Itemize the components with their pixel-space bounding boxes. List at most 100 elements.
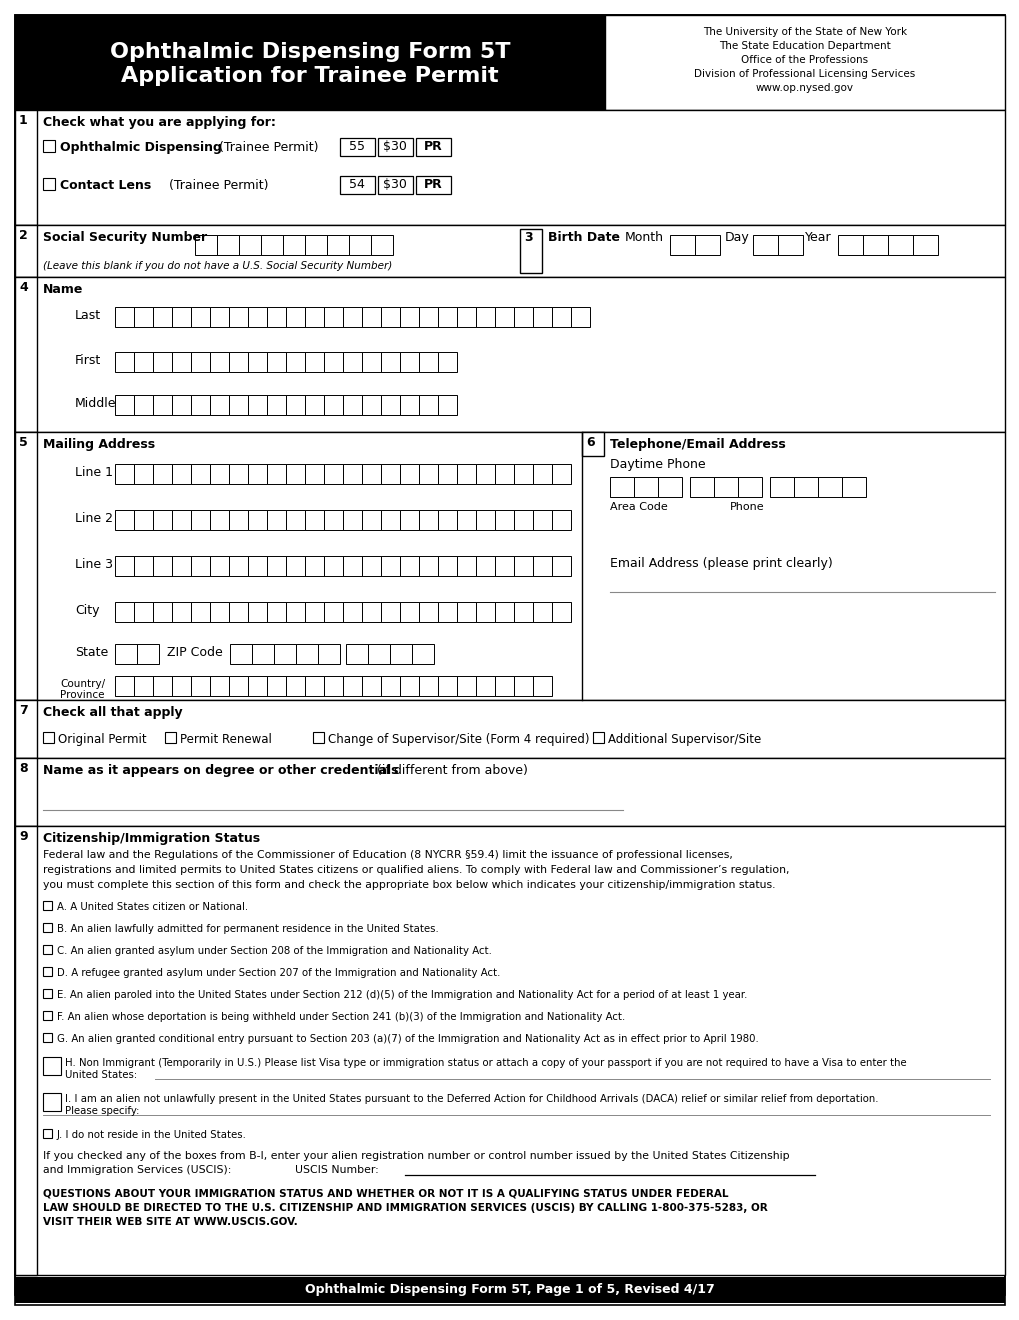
Text: 3: 3 xyxy=(524,231,532,244)
Bar xyxy=(285,676,305,696)
Bar xyxy=(533,308,551,327)
Bar xyxy=(362,676,381,696)
Bar xyxy=(533,510,551,531)
Bar xyxy=(15,432,37,700)
Bar xyxy=(457,676,476,696)
Bar xyxy=(342,352,362,372)
Bar xyxy=(210,395,229,414)
Text: 2: 2 xyxy=(19,228,28,242)
Bar xyxy=(210,510,229,531)
Bar xyxy=(437,510,457,531)
Text: QUESTIONS ABOUT YOUR IMMIGRATION STATUS AND WHETHER OR NOT IT IS A QUALIFYING ST: QUESTIONS ABOUT YOUR IMMIGRATION STATUS … xyxy=(43,1189,728,1199)
Bar xyxy=(252,644,274,664)
Bar xyxy=(342,556,362,576)
Bar xyxy=(494,465,514,484)
Bar xyxy=(324,352,342,372)
Bar xyxy=(43,1093,61,1111)
Bar xyxy=(342,395,362,414)
Bar xyxy=(229,644,252,664)
Bar xyxy=(342,602,362,622)
Bar xyxy=(362,465,381,484)
Bar xyxy=(437,395,457,414)
Bar xyxy=(457,308,476,327)
Bar xyxy=(533,676,551,696)
Text: Permit Renewal: Permit Renewal xyxy=(179,733,272,746)
Text: Last: Last xyxy=(75,309,101,322)
Bar xyxy=(15,700,37,758)
Bar xyxy=(399,352,419,372)
Bar xyxy=(324,308,342,327)
Bar xyxy=(888,235,912,255)
Bar xyxy=(514,676,533,696)
Text: LAW SHOULD BE DIRECTED TO THE U.S. CITIZENSHIP AND IMMIGRATION SERVICES (USCIS) : LAW SHOULD BE DIRECTED TO THE U.S. CITIZ… xyxy=(43,1203,767,1213)
Bar xyxy=(381,352,399,372)
Bar xyxy=(217,235,238,255)
Text: 54: 54 xyxy=(348,178,365,191)
Text: D. A refugee granted asylum under Section 207 of the Immigration and Nationality: D. A refugee granted asylum under Sectio… xyxy=(57,968,500,978)
Text: Day: Day xyxy=(725,231,749,244)
Bar xyxy=(191,352,210,372)
Bar xyxy=(657,477,682,498)
Text: Please specify:: Please specify: xyxy=(65,1106,140,1115)
Bar xyxy=(313,733,324,743)
Bar xyxy=(604,15,1004,110)
Bar xyxy=(15,110,1004,224)
Bar xyxy=(229,510,248,531)
Bar xyxy=(362,308,381,327)
Bar xyxy=(371,235,392,255)
Bar xyxy=(381,556,399,576)
Bar xyxy=(381,465,399,484)
Bar xyxy=(238,235,261,255)
Bar xyxy=(437,556,457,576)
Bar xyxy=(43,1011,52,1020)
Bar xyxy=(582,432,603,455)
Text: Division of Professional Licensing Services: Division of Professional Licensing Servi… xyxy=(694,69,915,79)
Text: State: State xyxy=(75,645,108,659)
Bar xyxy=(494,602,514,622)
Bar xyxy=(115,395,133,414)
Bar xyxy=(191,602,210,622)
Bar xyxy=(285,510,305,531)
Bar xyxy=(494,676,514,696)
Text: Check all that apply: Check all that apply xyxy=(43,706,182,719)
Text: $30: $30 xyxy=(383,178,407,191)
Text: City: City xyxy=(75,605,100,616)
Bar xyxy=(165,733,176,743)
Bar xyxy=(195,235,217,255)
Text: Check what you are applying for:: Check what you are applying for: xyxy=(43,116,275,129)
Bar xyxy=(694,235,719,255)
Text: Ophthalmic Dispensing Form 5T: Ophthalmic Dispensing Form 5T xyxy=(110,41,510,62)
Bar xyxy=(248,556,267,576)
Text: Ophthalmic Dispensing Form 5T, Page 1 of 5, Revised 4/17: Ophthalmic Dispensing Form 5T, Page 1 of… xyxy=(305,1283,714,1296)
Bar xyxy=(133,352,153,372)
Bar xyxy=(318,644,339,664)
Text: Original Permit: Original Permit xyxy=(58,733,147,746)
Bar xyxy=(551,308,571,327)
Text: 8: 8 xyxy=(19,762,28,775)
Bar xyxy=(342,465,362,484)
Text: (Leave this blank if you do not have a U.S. Social Security Number): (Leave this blank if you do not have a U… xyxy=(43,261,392,271)
Bar xyxy=(43,733,54,743)
Bar xyxy=(172,556,191,576)
Bar xyxy=(362,510,381,531)
Text: J. I do not reside in the United States.: J. I do not reside in the United States. xyxy=(57,1130,247,1140)
Bar xyxy=(15,277,1004,432)
Text: Area Code: Area Code xyxy=(609,502,667,512)
Bar xyxy=(133,510,153,531)
Bar xyxy=(592,733,603,743)
Text: Federal law and the Regulations of the Commissioner of Education (8 NYCRR §59.4): Federal law and the Regulations of the C… xyxy=(43,850,733,861)
Text: The State Education Department: The State Education Department xyxy=(718,41,890,51)
Text: Line 1: Line 1 xyxy=(75,466,113,479)
Bar xyxy=(342,308,362,327)
Bar xyxy=(793,477,817,498)
Text: ZIP Code: ZIP Code xyxy=(167,645,222,659)
Text: United States:: United States: xyxy=(65,1071,137,1080)
Text: Mailing Address: Mailing Address xyxy=(43,438,155,451)
Bar xyxy=(634,477,657,498)
Bar xyxy=(210,352,229,372)
Bar xyxy=(267,556,285,576)
Bar xyxy=(305,465,324,484)
Bar xyxy=(248,352,267,372)
Bar xyxy=(378,139,413,156)
Text: 5: 5 xyxy=(19,436,28,449)
